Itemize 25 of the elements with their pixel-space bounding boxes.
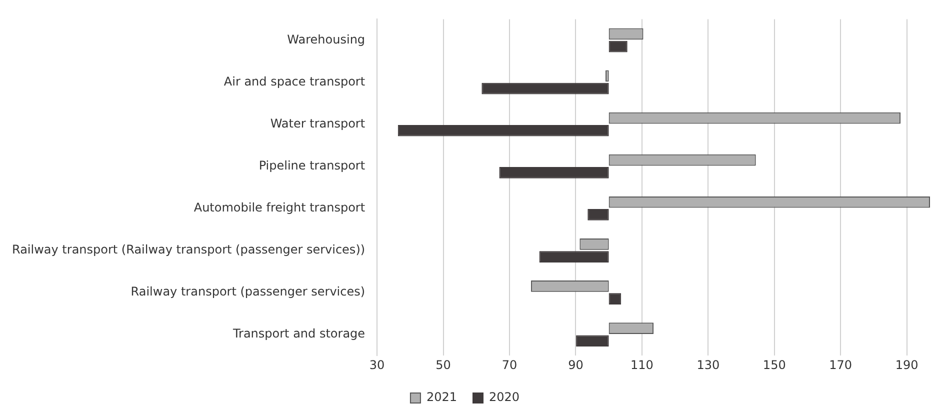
x-tick-label: 70 [502,358,518,372]
x-tick-label: 90 [568,358,584,372]
y-tick-label: Water transport [270,116,366,130]
y-tick-label: Railway transport (Railway transport (passenger services)) [12,242,366,257]
bar [576,335,609,347]
bar [398,124,609,136]
bar [499,167,609,178]
bar [588,209,609,220]
x-tick-label: 130 [696,358,720,372]
x-tick-label: 50 [436,358,451,372]
legend-label: 2021 [426,390,458,404]
x-tick-label: 170 [829,358,852,372]
y-tick-label: Automobile freight transport [194,200,366,215]
x-tick-label: 110 [630,358,654,372]
bar [482,82,609,94]
y-tick-label: Air and space transport [224,74,366,88]
y-tick-label: Pipeline transport [258,158,366,172]
y-tick-label: Transport and storage [232,326,366,341]
x-tick-label: 190 [895,358,918,372]
x-tick-label: 30 [369,358,385,372]
bar [539,251,609,262]
y-tick-label: Warehousing [287,32,366,46]
y-tick-label: Railway transport (passenger services) [130,284,366,299]
legend-label: 2020 [489,390,520,404]
x-tick-label: 150 [762,358,786,372]
